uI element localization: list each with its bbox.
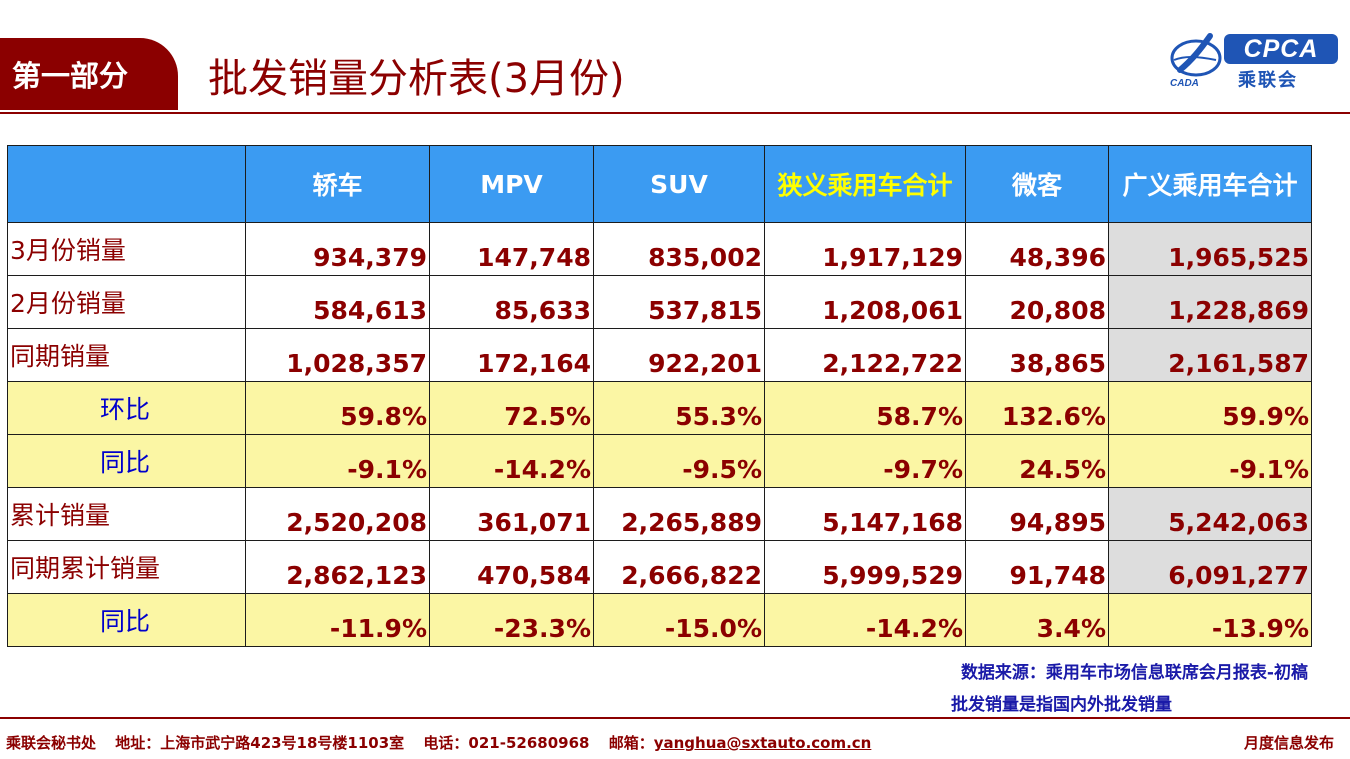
table-cell: 3.4% <box>965 593 1109 647</box>
row-label: 3月份销量 <box>7 222 246 276</box>
table-cell: 584,613 <box>245 275 430 329</box>
table-row: 同比 -11.9% -23.3% -15.0% -14.2% 3.4% -13.9% <box>7 593 1312 647</box>
column-header: 狭义乘用车合计 <box>764 145 966 223</box>
table-cell: 91,748 <box>965 540 1109 594</box>
table-cell: 147,748 <box>429 222 594 276</box>
table-row: 累计销量 2,520,208 361,071 2,265,889 5,147,168 94… <box>7 487 1312 541</box>
row-label: 累计销量 <box>7 487 246 541</box>
table-row: 同期销量 1,028,357 172,164 922,201 2,122,722 38,8… <box>7 328 1312 382</box>
row-label: 2月份销量 <box>7 275 246 329</box>
table-cell: 934,379 <box>245 222 430 276</box>
logo-cpca-text: CPCA <box>1224 34 1338 64</box>
footer-email-label: 邮箱： <box>608 734 654 752</box>
table-cell: -9.5% <box>593 434 765 488</box>
footer-address: 地址：上海市武宁路423号18号楼1103室 <box>115 734 405 752</box>
header-row: 轿车 MPV SUV 狭义乘用车合计 微客 广义乘用车合计 <box>7 145 1312 223</box>
table-cell: 1,917,129 <box>764 222 966 276</box>
table-cell: 6,091,277 <box>1108 540 1312 594</box>
table-cell: -14.2% <box>764 593 966 647</box>
table-cell: -9.1% <box>245 434 430 488</box>
table-cell: 922,201 <box>593 328 765 382</box>
table-row: 2月份销量 584,613 85,633 537,815 1,208,061 20,808… <box>7 275 1312 329</box>
table-cell: -9.1% <box>1108 434 1312 488</box>
table-cell: 24.5% <box>965 434 1109 488</box>
table-cell: 20,808 <box>965 275 1109 329</box>
table-row: 同期累计销量 2,862,123 470,584 2,666,822 5,999,529… <box>7 540 1312 594</box>
page-title: 批发销量分析表(3月份) <box>208 56 625 102</box>
header-divider <box>0 112 1350 114</box>
table-body: 3月份销量 934,379 147,748 835,002 1,917,129 48,39… <box>7 222 1312 647</box>
footer-divider <box>0 717 1350 719</box>
table-cell: 132.6% <box>965 381 1109 435</box>
table-cell: 2,122,722 <box>764 328 966 382</box>
table-row: 同比 -9.1% -14.2% -9.5% -9.7% 24.5% -9.1% <box>7 434 1312 488</box>
table-row: 3月份销量 934,379 147,748 835,002 1,917,129 48,39… <box>7 222 1312 276</box>
table-header: 轿车 MPV SUV 狭义乘用车合计 微客 广义乘用车合计 <box>7 145 1312 223</box>
table-cell: 2,666,822 <box>593 540 765 594</box>
definition-note: 批发销量是指国内外批发销量 <box>951 695 1172 715</box>
row-label: 同比 <box>7 593 246 647</box>
row-label: 同期累计销量 <box>7 540 246 594</box>
table-cell: 5,147,168 <box>764 487 966 541</box>
footer-contact: 乘联会秘书处 地址：上海市武宁路423号18号楼1103室 电话：021-526… <box>6 732 871 753</box>
table-cell: 2,265,889 <box>593 487 765 541</box>
column-header <box>7 145 246 223</box>
table-cell: 1,228,869 <box>1108 275 1312 329</box>
column-header: SUV <box>593 145 765 223</box>
data-source-note: 数据来源：乘用车市场信息联席会月报表-初稿 <box>960 663 1308 683</box>
footer-phone: 电话：021-52680968 <box>423 734 590 752</box>
logo-cn-text: 乘联会 <box>1238 70 1298 91</box>
table-row: 环比 59.8% 72.5% 55.3% 58.7% 132.6% 59.9% <box>7 381 1312 435</box>
table-cell: 172,164 <box>429 328 594 382</box>
column-header: 轿车 <box>245 145 430 223</box>
table-cell: 470,584 <box>429 540 594 594</box>
table-cell: 835,002 <box>593 222 765 276</box>
table-cell: -13.9% <box>1108 593 1312 647</box>
table-cell: 1,028,357 <box>245 328 430 382</box>
table-cell: -11.9% <box>245 593 430 647</box>
table-cell: 5,999,529 <box>764 540 966 594</box>
row-label: 环比 <box>7 381 246 435</box>
footer-org: 乘联会秘书处 <box>6 734 97 752</box>
table-cell: 1,965,525 <box>1108 222 1312 276</box>
table-cell: 59.8% <box>245 381 430 435</box>
table-cell: 2,161,587 <box>1108 328 1312 382</box>
logo-sub-text: CADA <box>1170 78 1199 89</box>
row-label: 同比 <box>7 434 246 488</box>
table-cell: 55.3% <box>593 381 765 435</box>
section-tab: 第一部分 <box>0 38 178 110</box>
section-label: 第一部分 <box>12 59 129 93</box>
column-header: 广义乘用车合计 <box>1108 145 1312 223</box>
column-header: MPV <box>429 145 594 223</box>
sales-table: 轿车 MPV SUV 狭义乘用车合计 微客 广义乘用车合计 3月份销量 934,379 147… <box>7 145 1312 647</box>
row-label: 同期销量 <box>7 328 246 382</box>
table-cell: 2,520,208 <box>245 487 430 541</box>
table-cell: 2,862,123 <box>245 540 430 594</box>
table-cell: 94,895 <box>965 487 1109 541</box>
table-cell: 361,071 <box>429 487 594 541</box>
emblem-icon: CADA <box>1170 33 1222 89</box>
table-cell: 58.7% <box>764 381 966 435</box>
table-cell: -9.7% <box>764 434 966 488</box>
table-cell: 85,633 <box>429 275 594 329</box>
table-cell: 48,396 <box>965 222 1109 276</box>
table-cell: 1,208,061 <box>764 275 966 329</box>
footer-release-label: 月度信息发布 <box>1243 734 1334 752</box>
table-cell: -14.2% <box>429 434 594 488</box>
table-cell: -23.3% <box>429 593 594 647</box>
column-header: 微客 <box>965 145 1109 223</box>
table-cell: 537,815 <box>593 275 765 329</box>
table-cell: 72.5% <box>429 381 594 435</box>
table-cell: 5,242,063 <box>1108 487 1312 541</box>
footer-email-link[interactable]: yanghua@sxtauto.com.cn <box>653 734 872 752</box>
table-cell: -15.0% <box>593 593 765 647</box>
cpca-logo: CADA CPCA 乘联会 <box>1166 30 1344 92</box>
table-cell: 59.9% <box>1108 381 1312 435</box>
table-cell: 38,865 <box>965 328 1109 382</box>
